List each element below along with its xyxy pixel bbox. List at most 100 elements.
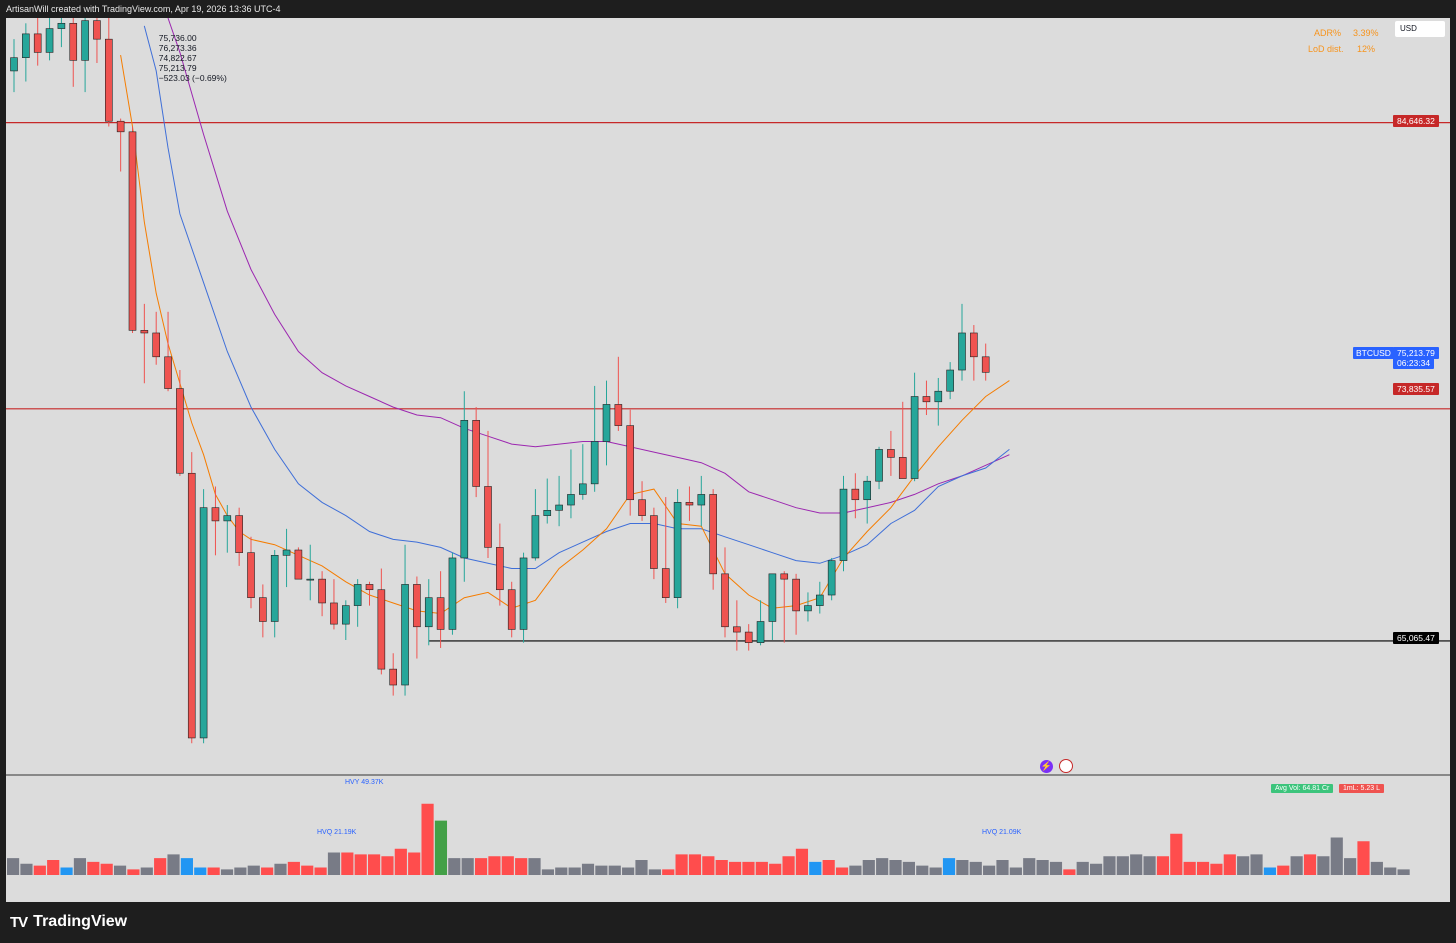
volume-bar — [1397, 869, 1410, 875]
candle[interactable] — [10, 39, 18, 93]
candle[interactable] — [401, 544, 409, 696]
candle[interactable] — [792, 573, 800, 635]
candle[interactable] — [235, 507, 243, 566]
candle[interactable] — [448, 552, 457, 635]
candle[interactable] — [578, 444, 587, 500]
candle[interactable] — [958, 303, 966, 381]
candle[interactable] — [496, 523, 504, 606]
candle[interactable] — [638, 481, 646, 521]
candle[interactable] — [152, 311, 160, 365]
candle[interactable] — [187, 452, 196, 744]
candle[interactable] — [898, 401, 907, 479]
candle-body — [306, 578, 315, 581]
candle[interactable] — [365, 581, 374, 606]
candle[interactable] — [140, 303, 149, 384]
volume-bar — [555, 867, 568, 875]
candle[interactable] — [294, 547, 303, 580]
candle[interactable] — [353, 579, 362, 627]
flag-icon[interactable] — [1059, 759, 1073, 773]
candle[interactable] — [318, 571, 326, 617]
candle[interactable] — [839, 475, 848, 572]
candle-body — [768, 573, 777, 622]
candle[interactable] — [614, 356, 623, 431]
candle[interactable] — [756, 600, 765, 646]
candle[interactable] — [81, 18, 89, 93]
candle[interactable] — [673, 489, 682, 609]
candle[interactable] — [389, 653, 398, 696]
candle[interactable] — [685, 486, 694, 521]
candle[interactable] — [484, 430, 492, 558]
candle[interactable] — [259, 584, 267, 638]
candle[interactable] — [377, 568, 386, 675]
candle[interactable] — [306, 544, 315, 601]
candle[interactable] — [626, 409, 635, 516]
candle[interactable] — [424, 579, 433, 646]
candle[interactable] — [69, 18, 78, 87]
candle[interactable] — [887, 430, 895, 476]
candle[interactable] — [507, 581, 516, 638]
candle[interactable] — [460, 391, 469, 582]
volume-bar — [1076, 861, 1089, 875]
candle[interactable] — [176, 370, 184, 476]
volume-bar — [581, 863, 595, 875]
candle[interactable] — [590, 385, 599, 492]
candle[interactable] — [567, 449, 575, 519]
volume-bar — [33, 865, 46, 875]
candle[interactable] — [709, 489, 717, 590]
candle[interactable] — [413, 576, 421, 659]
candle[interactable] — [863, 475, 872, 524]
candle[interactable] — [555, 475, 563, 527]
candle[interactable] — [875, 446, 883, 490]
candle[interactable] — [330, 579, 338, 630]
candle[interactable] — [650, 507, 658, 580]
candle[interactable] — [815, 581, 824, 614]
candle[interactable] — [768, 573, 777, 641]
candle[interactable] — [247, 536, 255, 609]
candle[interactable] — [45, 18, 54, 61]
chart-frame[interactable] — [6, 18, 1450, 902]
currency-button[interactable]: USD — [1395, 21, 1445, 37]
candle[interactable] — [472, 407, 480, 498]
candle[interactable] — [436, 571, 445, 648]
candle[interactable] — [970, 325, 978, 381]
candle[interactable] — [910, 372, 919, 482]
candle[interactable] — [804, 592, 812, 622]
candle[interactable] — [282, 528, 291, 588]
candle[interactable] — [780, 571, 789, 643]
candle[interactable] — [223, 505, 232, 553]
candle[interactable] — [33, 18, 42, 66]
candle[interactable] — [128, 126, 137, 333]
candle[interactable] — [270, 550, 279, 638]
candle[interactable] — [934, 377, 943, 426]
candle[interactable] — [543, 478, 552, 524]
candle-body — [45, 28, 54, 53]
candle[interactable] — [164, 311, 172, 392]
candle[interactable] — [116, 118, 125, 172]
candle[interactable] — [519, 552, 528, 643]
candle[interactable] — [531, 489, 540, 561]
candle[interactable] — [981, 343, 990, 381]
ema-fast-line — [120, 55, 1010, 615]
candle[interactable] — [22, 23, 30, 82]
price-chart[interactable] — [6, 18, 1450, 902]
candle[interactable] — [744, 624, 753, 651]
candle[interactable] — [105, 18, 113, 127]
event-icon[interactable]: ⚡ — [1040, 760, 1053, 773]
candle[interactable] — [733, 600, 741, 651]
candle[interactable] — [199, 489, 208, 744]
candle[interactable] — [661, 497, 670, 603]
candle[interactable] — [851, 473, 860, 519]
candle[interactable] — [922, 380, 931, 416]
candle[interactable] — [211, 486, 220, 556]
tradingview-logo[interactable]: TV TradingView — [10, 913, 127, 931]
candle[interactable] — [827, 557, 836, 601]
candle[interactable] — [341, 600, 350, 641]
volume-bar — [100, 863, 113, 875]
candle[interactable] — [946, 362, 954, 400]
candle[interactable] — [697, 475, 706, 527]
candle[interactable] — [721, 547, 729, 638]
volume-bar — [595, 865, 608, 875]
candle[interactable] — [93, 18, 101, 63]
candle[interactable] — [602, 380, 611, 466]
candle[interactable] — [57, 18, 66, 48]
